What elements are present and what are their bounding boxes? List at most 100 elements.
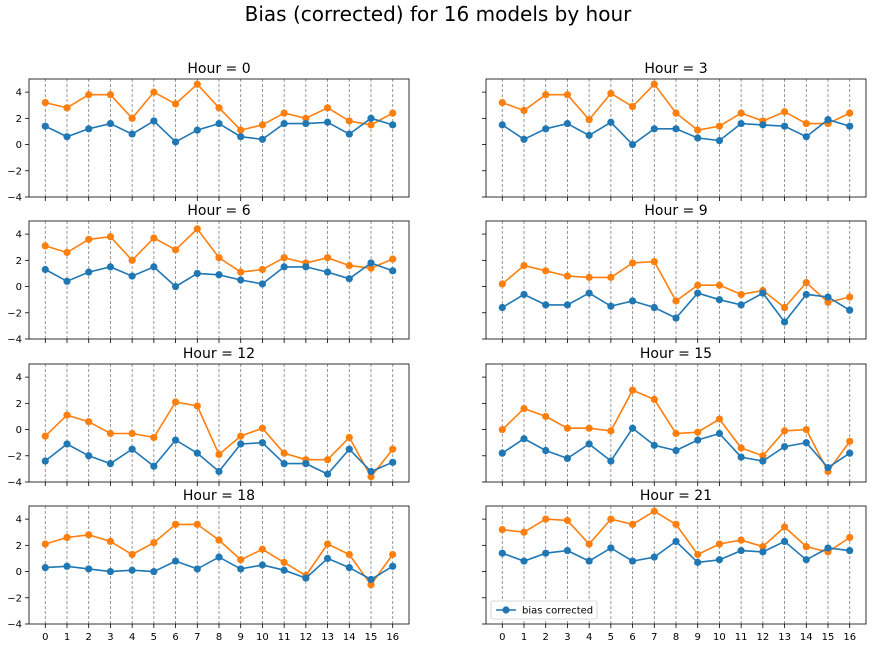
data-point-corrected (280, 263, 288, 271)
x-tick-label: 15 (365, 632, 378, 643)
data-point-raw (628, 259, 637, 267)
x-tick-label: 6 (629, 632, 635, 643)
x-tick-label: 6 (172, 632, 178, 643)
data-point-raw (106, 91, 115, 99)
data-point-corrected (302, 460, 310, 468)
data-point-raw (63, 411, 71, 419)
data-point-corrected (672, 537, 680, 546)
data-point-raw (628, 520, 637, 528)
data-point-corrected (780, 443, 789, 451)
data-point-corrected (106, 460, 115, 468)
data-point-corrected (63, 133, 71, 141)
y-tick-label: −4 (7, 620, 22, 631)
panel-title: Hour = 12 (183, 346, 255, 362)
data-point-raw (128, 550, 136, 559)
data-point-corrected (389, 458, 397, 466)
data-point-corrected (520, 435, 528, 443)
x-tick-label: 12 (299, 632, 312, 643)
x-tick-label: 8 (673, 632, 679, 643)
series-line-raw (45, 227, 394, 273)
x-tick-label: 15 (822, 632, 835, 643)
x-tick-label: 14 (800, 632, 813, 643)
data-point-raw (585, 540, 593, 548)
data-point-raw (345, 433, 353, 442)
data-point-corrected (846, 306, 854, 314)
data-point-raw (258, 265, 267, 274)
data-point-raw (715, 415, 724, 423)
panel-title: Hour = 0 (187, 61, 250, 77)
data-point-corrected (607, 457, 615, 465)
data-point-raw (63, 104, 71, 112)
y-tick-label: 2 (16, 541, 22, 552)
data-point-corrected (128, 272, 136, 280)
data-point-raw (215, 450, 223, 459)
data-point-corrected (715, 296, 724, 304)
data-point-raw (802, 425, 810, 434)
data-point-raw (171, 520, 180, 528)
data-point-raw (607, 89, 615, 98)
data-point-corrected (345, 564, 353, 572)
data-point-corrected (628, 424, 637, 432)
data-point-corrected (694, 289, 702, 297)
data-point-corrected (780, 318, 789, 326)
data-point-raw (846, 437, 854, 445)
y-tick-label: 0 (16, 140, 22, 151)
data-point-raw (563, 272, 572, 280)
data-point-raw (672, 109, 680, 117)
x-tick-label: 7 (651, 632, 657, 643)
panel-1: Hour = 3 (482, 61, 867, 201)
data-point-corrected (520, 135, 528, 143)
data-point-corrected (150, 462, 158, 470)
x-tick-label: 5 (608, 632, 614, 643)
data-point-corrected (542, 446, 550, 455)
figure-title: Bias (corrected) for 16 models by hour (244, 2, 632, 26)
data-point-corrected (585, 289, 593, 297)
data-point-corrected (150, 117, 158, 125)
data-point-corrected (63, 562, 71, 570)
data-point-corrected (737, 119, 745, 128)
y-tick-label: −4 (7, 478, 22, 489)
data-point-corrected (215, 119, 223, 128)
data-point-raw (542, 412, 550, 421)
data-point-raw (345, 261, 353, 270)
data-point-corrected (150, 567, 158, 576)
data-point-corrected (280, 460, 288, 468)
data-point-corrected (715, 429, 724, 438)
data-point-raw (607, 427, 615, 435)
data-point-raw (280, 558, 288, 566)
data-point-corrected (258, 135, 267, 143)
data-point-raw (63, 248, 71, 257)
data-point-corrected (215, 271, 223, 279)
data-point-corrected (563, 546, 572, 555)
data-point-corrected (824, 293, 832, 301)
data-point-corrected (628, 140, 637, 149)
data-point-raw (367, 581, 375, 589)
data-point-raw (846, 533, 854, 542)
data-point-raw (672, 429, 680, 438)
data-point-raw (498, 526, 506, 534)
data-point-raw (106, 537, 115, 546)
data-point-raw (694, 126, 702, 134)
data-point-raw (628, 102, 637, 111)
data-point-corrected (150, 263, 158, 271)
data-point-raw (542, 515, 550, 523)
data-point-corrected (106, 263, 115, 271)
data-point-corrected (737, 453, 745, 461)
data-point-raw (85, 235, 93, 243)
data-point-corrected (628, 557, 637, 565)
data-point-raw (563, 91, 572, 99)
data-point-corrected (237, 565, 245, 573)
x-tick-label: 10 (256, 632, 269, 643)
data-point-corrected (41, 457, 49, 465)
y-tick-label: 0 (16, 282, 22, 293)
data-point-raw (585, 273, 593, 281)
data-point-corrected (215, 467, 223, 476)
x-tick-label: 2 (543, 632, 549, 643)
data-point-corrected (563, 119, 572, 128)
panel-title: Hour = 9 (644, 203, 707, 219)
data-point-corrected (128, 130, 136, 138)
data-point-raw (258, 424, 267, 432)
panel-title: Hour = 18 (183, 488, 255, 504)
data-point-corrected (193, 449, 201, 457)
